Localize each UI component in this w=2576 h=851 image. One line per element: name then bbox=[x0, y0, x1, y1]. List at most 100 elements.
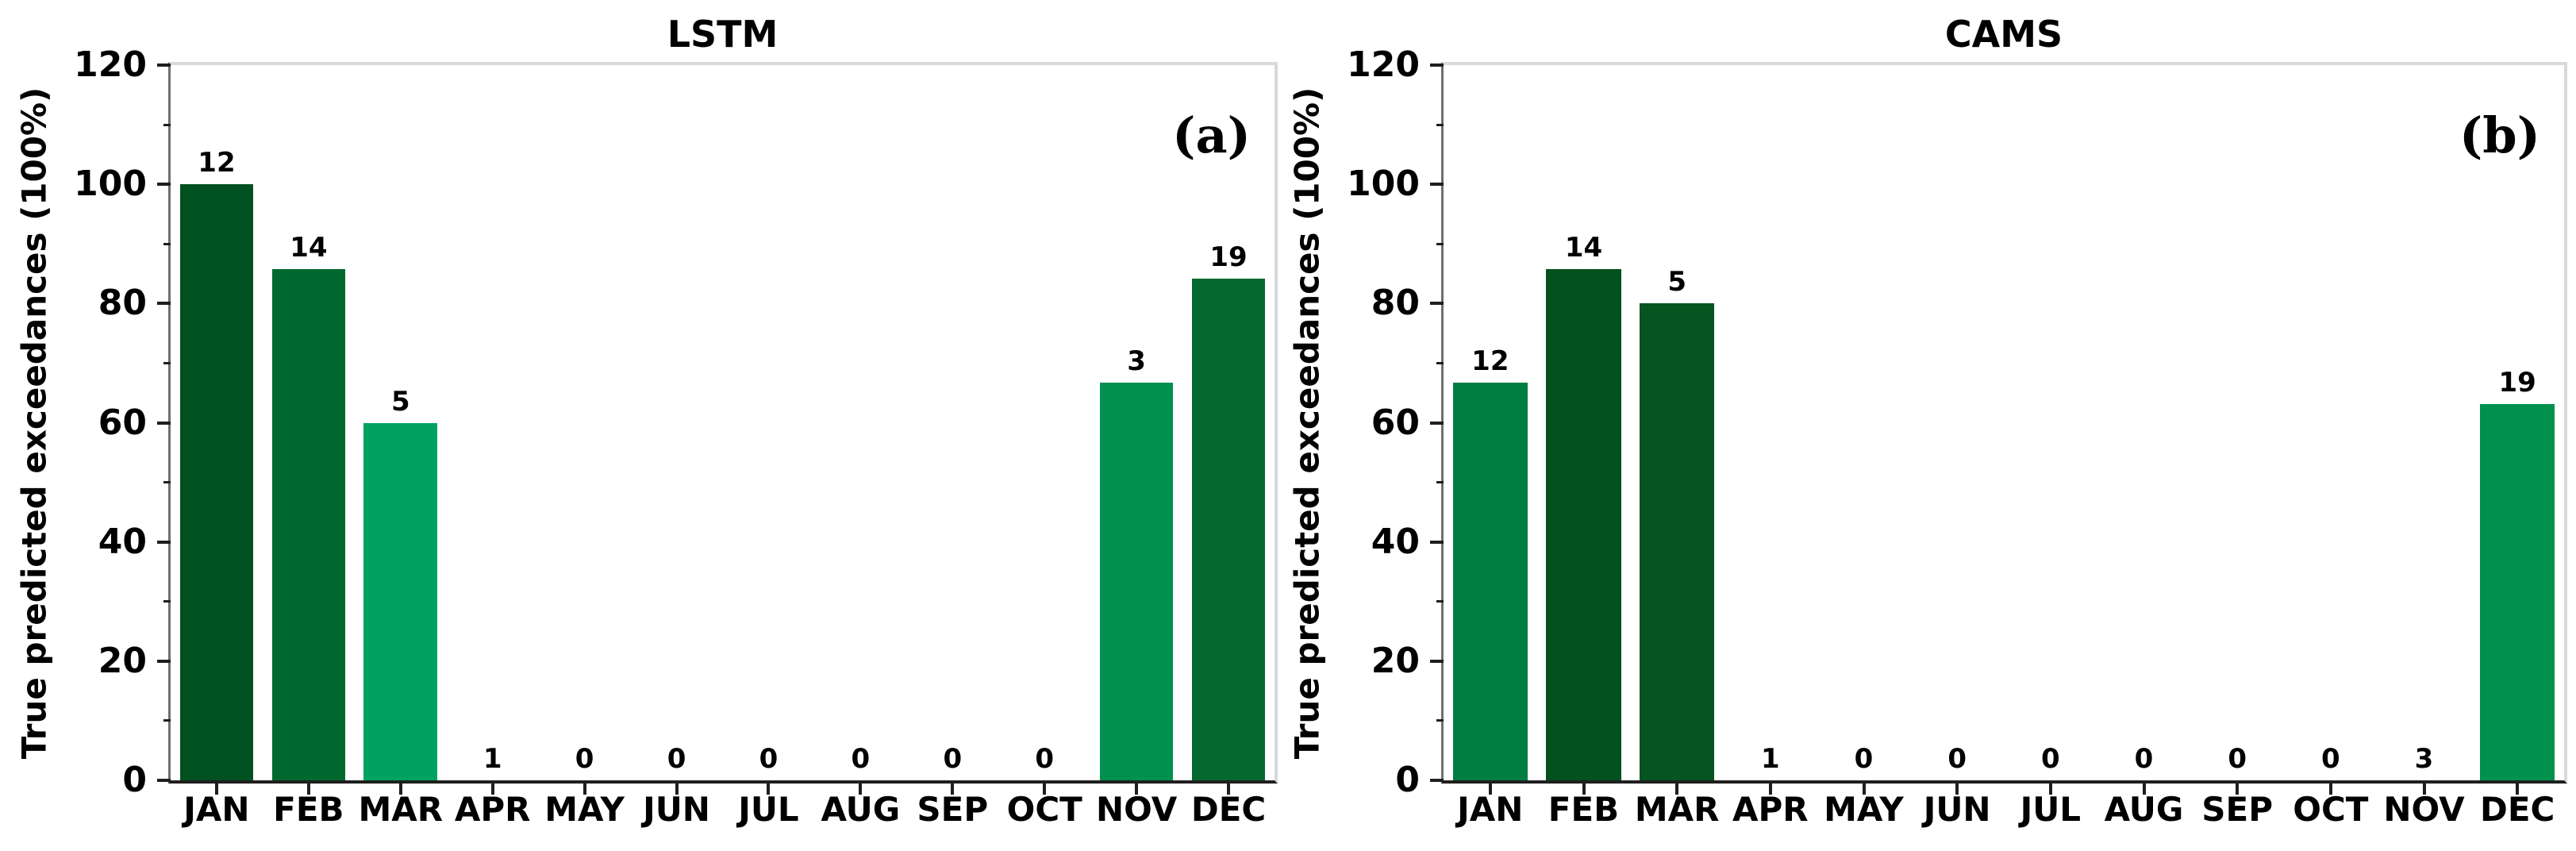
x-tick-mark bbox=[1768, 784, 1772, 795]
x-tick-label: FEB bbox=[1548, 790, 1620, 829]
x-tick-label: JUN bbox=[643, 790, 710, 829]
x-tick-mark bbox=[490, 784, 494, 795]
x-tick-mark bbox=[1227, 784, 1231, 795]
x-tick-label: JUN bbox=[1923, 790, 1991, 829]
y-tick-mark bbox=[1430, 64, 1444, 67]
x-tick-label: AUG bbox=[821, 790, 901, 829]
bar-value-label: 5 bbox=[390, 385, 410, 418]
subplot-letter: (b) bbox=[2459, 106, 2540, 164]
x-tick-label: FEB bbox=[273, 790, 344, 829]
y-tick-label: 0 bbox=[1395, 760, 1420, 800]
y-tick-label: 120 bbox=[74, 44, 147, 85]
bar-nov bbox=[1099, 383, 1174, 780]
chart-title: CAMS bbox=[1944, 13, 2063, 56]
x-tick-mark bbox=[2328, 784, 2332, 795]
x-tick-mark bbox=[1135, 784, 1139, 795]
y-minor-tick-mark bbox=[1436, 361, 1444, 364]
bar-dec bbox=[1191, 278, 1266, 780]
y-tick-mark bbox=[157, 779, 171, 782]
y-tick-label: 80 bbox=[98, 283, 147, 324]
bar-value-label: 0 bbox=[1947, 743, 1967, 775]
x-tick-mark bbox=[767, 784, 771, 795]
chart-title: LSTM bbox=[667, 13, 779, 56]
plot-area-cams: CAMS True predicted exceedances (100%) (… bbox=[1288, 13, 2567, 826]
y-minor-tick-mark bbox=[163, 481, 171, 484]
bar-value-label: 0 bbox=[2040, 743, 2060, 775]
y-minor-tick-mark bbox=[1436, 600, 1444, 603]
y-tick-label: 100 bbox=[74, 164, 147, 205]
x-tick-label: MAY bbox=[1824, 790, 1904, 829]
x-tick-mark bbox=[1582, 784, 1586, 795]
bar-value-label: 3 bbox=[2414, 743, 2434, 775]
bar-value-label: 0 bbox=[2228, 743, 2247, 775]
bar-value-label: 19 bbox=[2498, 366, 2536, 399]
y-tick-label: 20 bbox=[98, 640, 147, 681]
x-tick-label: NOV bbox=[2383, 790, 2465, 829]
y-tick-mark bbox=[1430, 302, 1444, 306]
x-tick-label: MAY bbox=[544, 790, 625, 829]
x-tick-label: JAN bbox=[1457, 790, 1524, 829]
bar-value-label: 14 bbox=[290, 232, 328, 264]
x-tick-label: JUL bbox=[2020, 790, 2082, 829]
y-tick-label: 0 bbox=[122, 760, 147, 800]
x-tick-label: MAR bbox=[1634, 790, 1720, 829]
bar-value-label: 1 bbox=[483, 743, 502, 775]
x-tick-label: DEC bbox=[1190, 790, 1267, 829]
x-tick-label: OCT bbox=[2293, 790, 2369, 829]
y-minor-tick-mark bbox=[1436, 481, 1444, 484]
x-tick-mark bbox=[1675, 784, 1679, 795]
bar-value-label: 0 bbox=[851, 743, 871, 775]
y-tick-label: 20 bbox=[1371, 640, 1420, 681]
bar-value-label: 0 bbox=[1854, 743, 1874, 775]
y-tick-mark bbox=[157, 421, 171, 425]
x-tick-label: SEP bbox=[2201, 790, 2274, 829]
bar-mar bbox=[1640, 303, 1715, 780]
x-tick-mark bbox=[2142, 784, 2146, 795]
x-tick-mark bbox=[2516, 784, 2520, 795]
y-tick-mark bbox=[1430, 779, 1444, 782]
y-tick-mark bbox=[1430, 421, 1444, 425]
bar-value-label: 0 bbox=[1035, 743, 1055, 775]
bar-value-label: 0 bbox=[759, 743, 779, 775]
y-minor-tick-mark bbox=[163, 719, 171, 722]
x-tick-label: DEC bbox=[2479, 790, 2555, 829]
panel-lstm: LSTM True predicted exceedances (100%) (… bbox=[15, 13, 1278, 829]
panel-cams: CAMS True predicted exceedances (100%) (… bbox=[1288, 0, 2576, 851]
y-minor-tick-mark bbox=[163, 600, 171, 603]
y-tick-label: 80 bbox=[1371, 283, 1420, 324]
x-tick-mark bbox=[2422, 784, 2426, 795]
x-tick-mark bbox=[859, 784, 863, 795]
x-tick-mark bbox=[675, 784, 679, 795]
bar-value-label: 12 bbox=[198, 147, 236, 179]
bar-value-label: 14 bbox=[1564, 232, 1603, 264]
bar-value-label: 0 bbox=[575, 743, 594, 775]
y-tick-mark bbox=[1430, 183, 1444, 187]
bar-value-label: 12 bbox=[1471, 345, 1509, 378]
x-tick-mark bbox=[582, 784, 586, 795]
x-tick-label: MAR bbox=[358, 790, 444, 829]
bar-value-label: 0 bbox=[2320, 743, 2340, 775]
y-tick-mark bbox=[157, 659, 171, 663]
y-tick-mark bbox=[1430, 659, 1444, 663]
subplot-letter: (a) bbox=[1172, 106, 1251, 164]
x-tick-label: SEP bbox=[917, 790, 989, 829]
y-minor-tick-mark bbox=[1436, 719, 1444, 722]
x-tick-mark bbox=[1955, 784, 1959, 795]
x-tick-mark bbox=[2048, 784, 2052, 795]
bar-value-label: 0 bbox=[667, 743, 686, 775]
x-tick-mark bbox=[306, 784, 310, 795]
bar-value-label: 5 bbox=[1667, 266, 1686, 298]
y-tick-label: 100 bbox=[1347, 164, 1420, 205]
bar-value-label: 3 bbox=[1127, 345, 1146, 378]
y-tick-label: 60 bbox=[1371, 402, 1420, 443]
y-tick-mark bbox=[157, 540, 171, 544]
y-tick-label: 40 bbox=[1371, 521, 1420, 562]
x-tick-label: NOV bbox=[1095, 790, 1178, 829]
x-tick-label: AUG bbox=[2104, 790, 2184, 829]
bar-value-label: 1 bbox=[1760, 743, 1780, 775]
y-tick-label: 60 bbox=[98, 402, 147, 443]
x-tick-label: JAN bbox=[183, 790, 250, 829]
x-tick-mark bbox=[951, 784, 955, 795]
x-tick-label: APR bbox=[1732, 790, 1809, 829]
